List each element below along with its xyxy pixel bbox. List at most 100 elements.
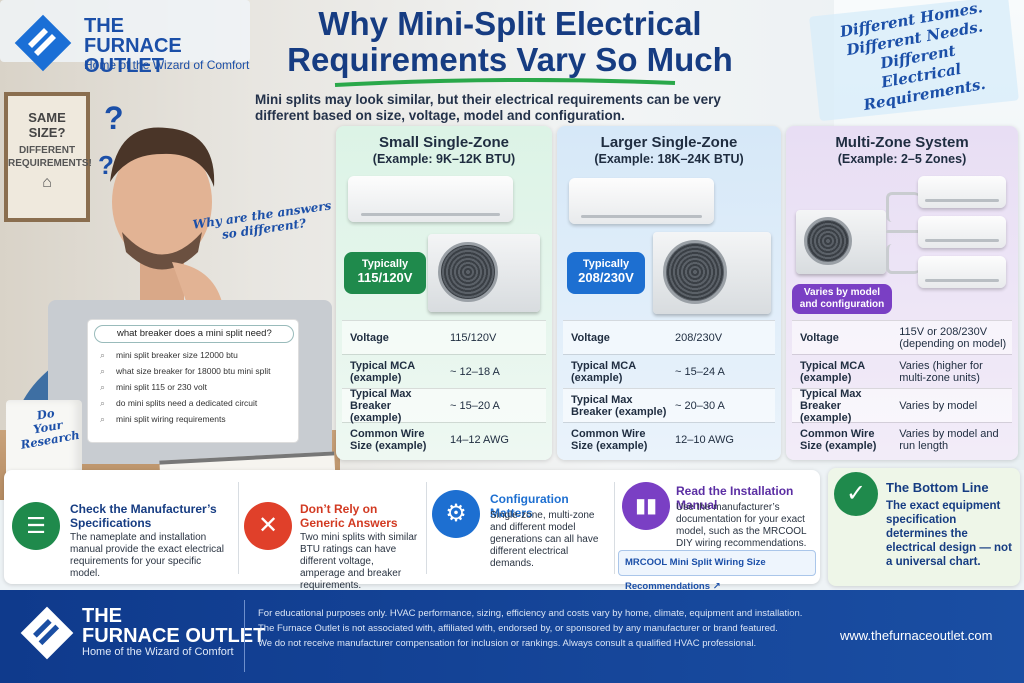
- search-suggestion[interactable]: what size breaker for 18000 btu mini spl…: [116, 366, 271, 376]
- headline-line2: Requirements Vary So Much: [287, 41, 733, 78]
- indoor-unit-icon: [348, 176, 513, 222]
- brand-logo: THE FURNACE OUTLET Home of the Wizard of…: [14, 14, 254, 77]
- tip-title: Don’t Rely on Generic Answers: [300, 502, 398, 530]
- outdoor-unit-icon: [428, 234, 540, 312]
- badge-label: Typically: [582, 258, 630, 270]
- fan-icon: [438, 242, 498, 302]
- fan-icon: [804, 217, 852, 265]
- outdoor-unit-icon: [796, 210, 886, 274]
- manual-link-label: MRCOOL Mini Split Wiring Size Recommenda…: [625, 557, 766, 592]
- house-icon: ⌂: [42, 174, 52, 191]
- footer-logo-icon: [20, 606, 74, 660]
- subheadline: Mini splits may look similar, but their …: [255, 92, 721, 123]
- zone-title: Small Single-Zone: [378, 134, 510, 151]
- spec-value: ~ 20–30 A: [675, 399, 725, 412]
- zone-card-larger-single: Larger Single-Zone (Example: 18K–24K BTU…: [557, 126, 781, 460]
- table-row: Common Wire Size (example) 14–12 AWG: [342, 422, 546, 456]
- zone-title: Larger Single-Zone: [600, 134, 738, 151]
- voltage-badge: Varies by model and configuration: [792, 284, 892, 314]
- wall-sign: SAME SIZE? DIFFERENT REQUIREMENTS! ⌂: [4, 92, 92, 222]
- spec-key: Typical Max Breaker (example): [350, 387, 412, 424]
- brand-tagline: Home of the Wizard of Comfort: [84, 58, 250, 72]
- zone-card-multi: Multi-Zone System (Example: 2–5 Zones) V…: [786, 126, 1018, 460]
- table-row: Voltage 208/230V: [563, 320, 775, 354]
- brand-name-line2: FURNACE OUTLET: [84, 35, 182, 77]
- spec-key: Voltage: [571, 331, 610, 344]
- search-suggestion[interactable]: mini split 115 or 230 volt: [116, 382, 208, 392]
- spec-value: 208/230V: [675, 331, 723, 344]
- footer-brand-line1: THE: [82, 605, 122, 627]
- voltage-badge: Typically 115/120V: [344, 252, 426, 294]
- zone-title: Multi-Zone System: [835, 134, 969, 151]
- search-icon: ⌕: [100, 398, 106, 408]
- footer-website-link[interactable]: www.thefurnaceoutlet.com: [840, 628, 993, 643]
- refrigerant-line: [886, 230, 920, 234]
- gear-icon: ⚙: [432, 490, 480, 538]
- indoor-unit-icon: [918, 256, 1006, 288]
- zone-example: (Example: 2–5 Zones): [837, 152, 967, 166]
- spec-key: Common Wire Size (example): [350, 427, 427, 452]
- external-link-icon: ↗: [712, 581, 721, 592]
- tip-divider: [238, 482, 239, 574]
- voltage-badge: Typically 208/230V: [567, 252, 645, 294]
- badge-value: 208/230V: [578, 270, 634, 285]
- spec-key: Typical Max Breaker (example): [571, 393, 667, 418]
- spec-key: Typical Max Breaker (example): [800, 387, 862, 424]
- sign-line: REQUIREMENTS!: [8, 158, 92, 169]
- refrigerant-line: [886, 244, 920, 274]
- search-suggestion[interactable]: do mini splits need a dedicated circuit: [116, 398, 258, 408]
- sign-line: SIZE?: [28, 125, 66, 140]
- zone-example: (Example: 9K–12K BTU): [372, 152, 516, 166]
- clipboard-icon: ☰: [12, 502, 60, 550]
- table-row: Typical MCA (example) ~ 15–24 A: [563, 354, 775, 388]
- tip-description: Two mini splits with similar BTU ratings…: [300, 532, 418, 591]
- spec-value: ~ 12–18 A: [450, 365, 500, 378]
- footer: [0, 590, 1024, 683]
- spec-key: Typical MCA (example): [350, 359, 415, 384]
- disclaimer-line: For educational purposes only. HVAC perf…: [258, 608, 803, 619]
- spec-value: ~ 15–24 A: [675, 365, 725, 378]
- spec-table: Voltage 208/230V Typical MCA (example) ~ 1…: [563, 320, 775, 456]
- bottom-line-title: The Bottom Line: [886, 480, 989, 495]
- page-headline: Why Mini-Split Electrical Requirements V…: [250, 6, 770, 78]
- disclaimer-line: The Furnace Outlet is not associated wit…: [258, 623, 778, 634]
- footer-disclaimer: For educational purposes only. HVAC perf…: [258, 606, 818, 651]
- spec-value: 14–12 AWG: [450, 433, 509, 446]
- spec-key: Common Wire Size (example): [571, 427, 648, 452]
- tip-divider: [614, 482, 615, 574]
- headline-swoosh: [334, 78, 676, 87]
- sign-line: DIFFERENT: [18, 145, 76, 156]
- brand-logo-icon: [14, 14, 72, 72]
- footer-tagline: Home of the Wizard of Comfort: [82, 646, 234, 658]
- search-icon: ⌕: [100, 366, 106, 376]
- spec-key: Voltage: [350, 331, 389, 344]
- table-row: Typical Max Breaker (example) ~ 20–30 A: [563, 388, 775, 422]
- search-suggestion[interactable]: mini split breaker size 12000 btu: [116, 350, 238, 360]
- spec-key: Typical MCA (example): [800, 359, 865, 384]
- tip-description: Use the manufacturer’s documentation for…: [676, 502, 807, 549]
- search-input[interactable]: what breaker does a mini split need?: [94, 325, 294, 343]
- table-row: Typical Max Breaker (example) ~ 15–20 A: [342, 387, 546, 424]
- search-icon: ⌕: [100, 350, 106, 360]
- indoor-unit-icon: [918, 216, 1006, 248]
- search-icon: ⌕: [100, 414, 106, 424]
- sign-line: SAME: [28, 110, 66, 125]
- disclaimer-line: We do not receive manufacturer compensat…: [258, 638, 757, 649]
- table-row: Common Wire Size (example) 12–10 AWG: [563, 422, 775, 456]
- outdoor-unit-icon: [653, 232, 771, 314]
- badge-label: Typically: [361, 258, 409, 270]
- footer-brand-line2: FURNACE OUTLET: [82, 625, 266, 647]
- table-row: Typical Max Breaker (example) Varies by m…: [792, 387, 1012, 424]
- spec-key: Voltage: [800, 331, 839, 344]
- search-suggestion[interactable]: mini split wiring requirements: [116, 414, 226, 424]
- tip-title: Check the Manufacturer’s Specifications: [70, 502, 217, 530]
- spec-value: 115/120V: [450, 331, 497, 344]
- indoor-unit-icon: [569, 178, 714, 224]
- zone-example: (Example: 18K–24K BTU): [594, 152, 744, 166]
- tip-divider: [426, 482, 427, 574]
- x-icon: ✕: [244, 502, 292, 550]
- manual-link[interactable]: MRCOOL Mini Split Wiring Size Recommenda…: [618, 550, 816, 592]
- spec-value: 115V or 208/230V (depending on model): [899, 325, 1007, 350]
- book-icon: ▮▮: [622, 482, 670, 530]
- bottom-line-text: The exact equipment specification determ…: [886, 500, 1012, 568]
